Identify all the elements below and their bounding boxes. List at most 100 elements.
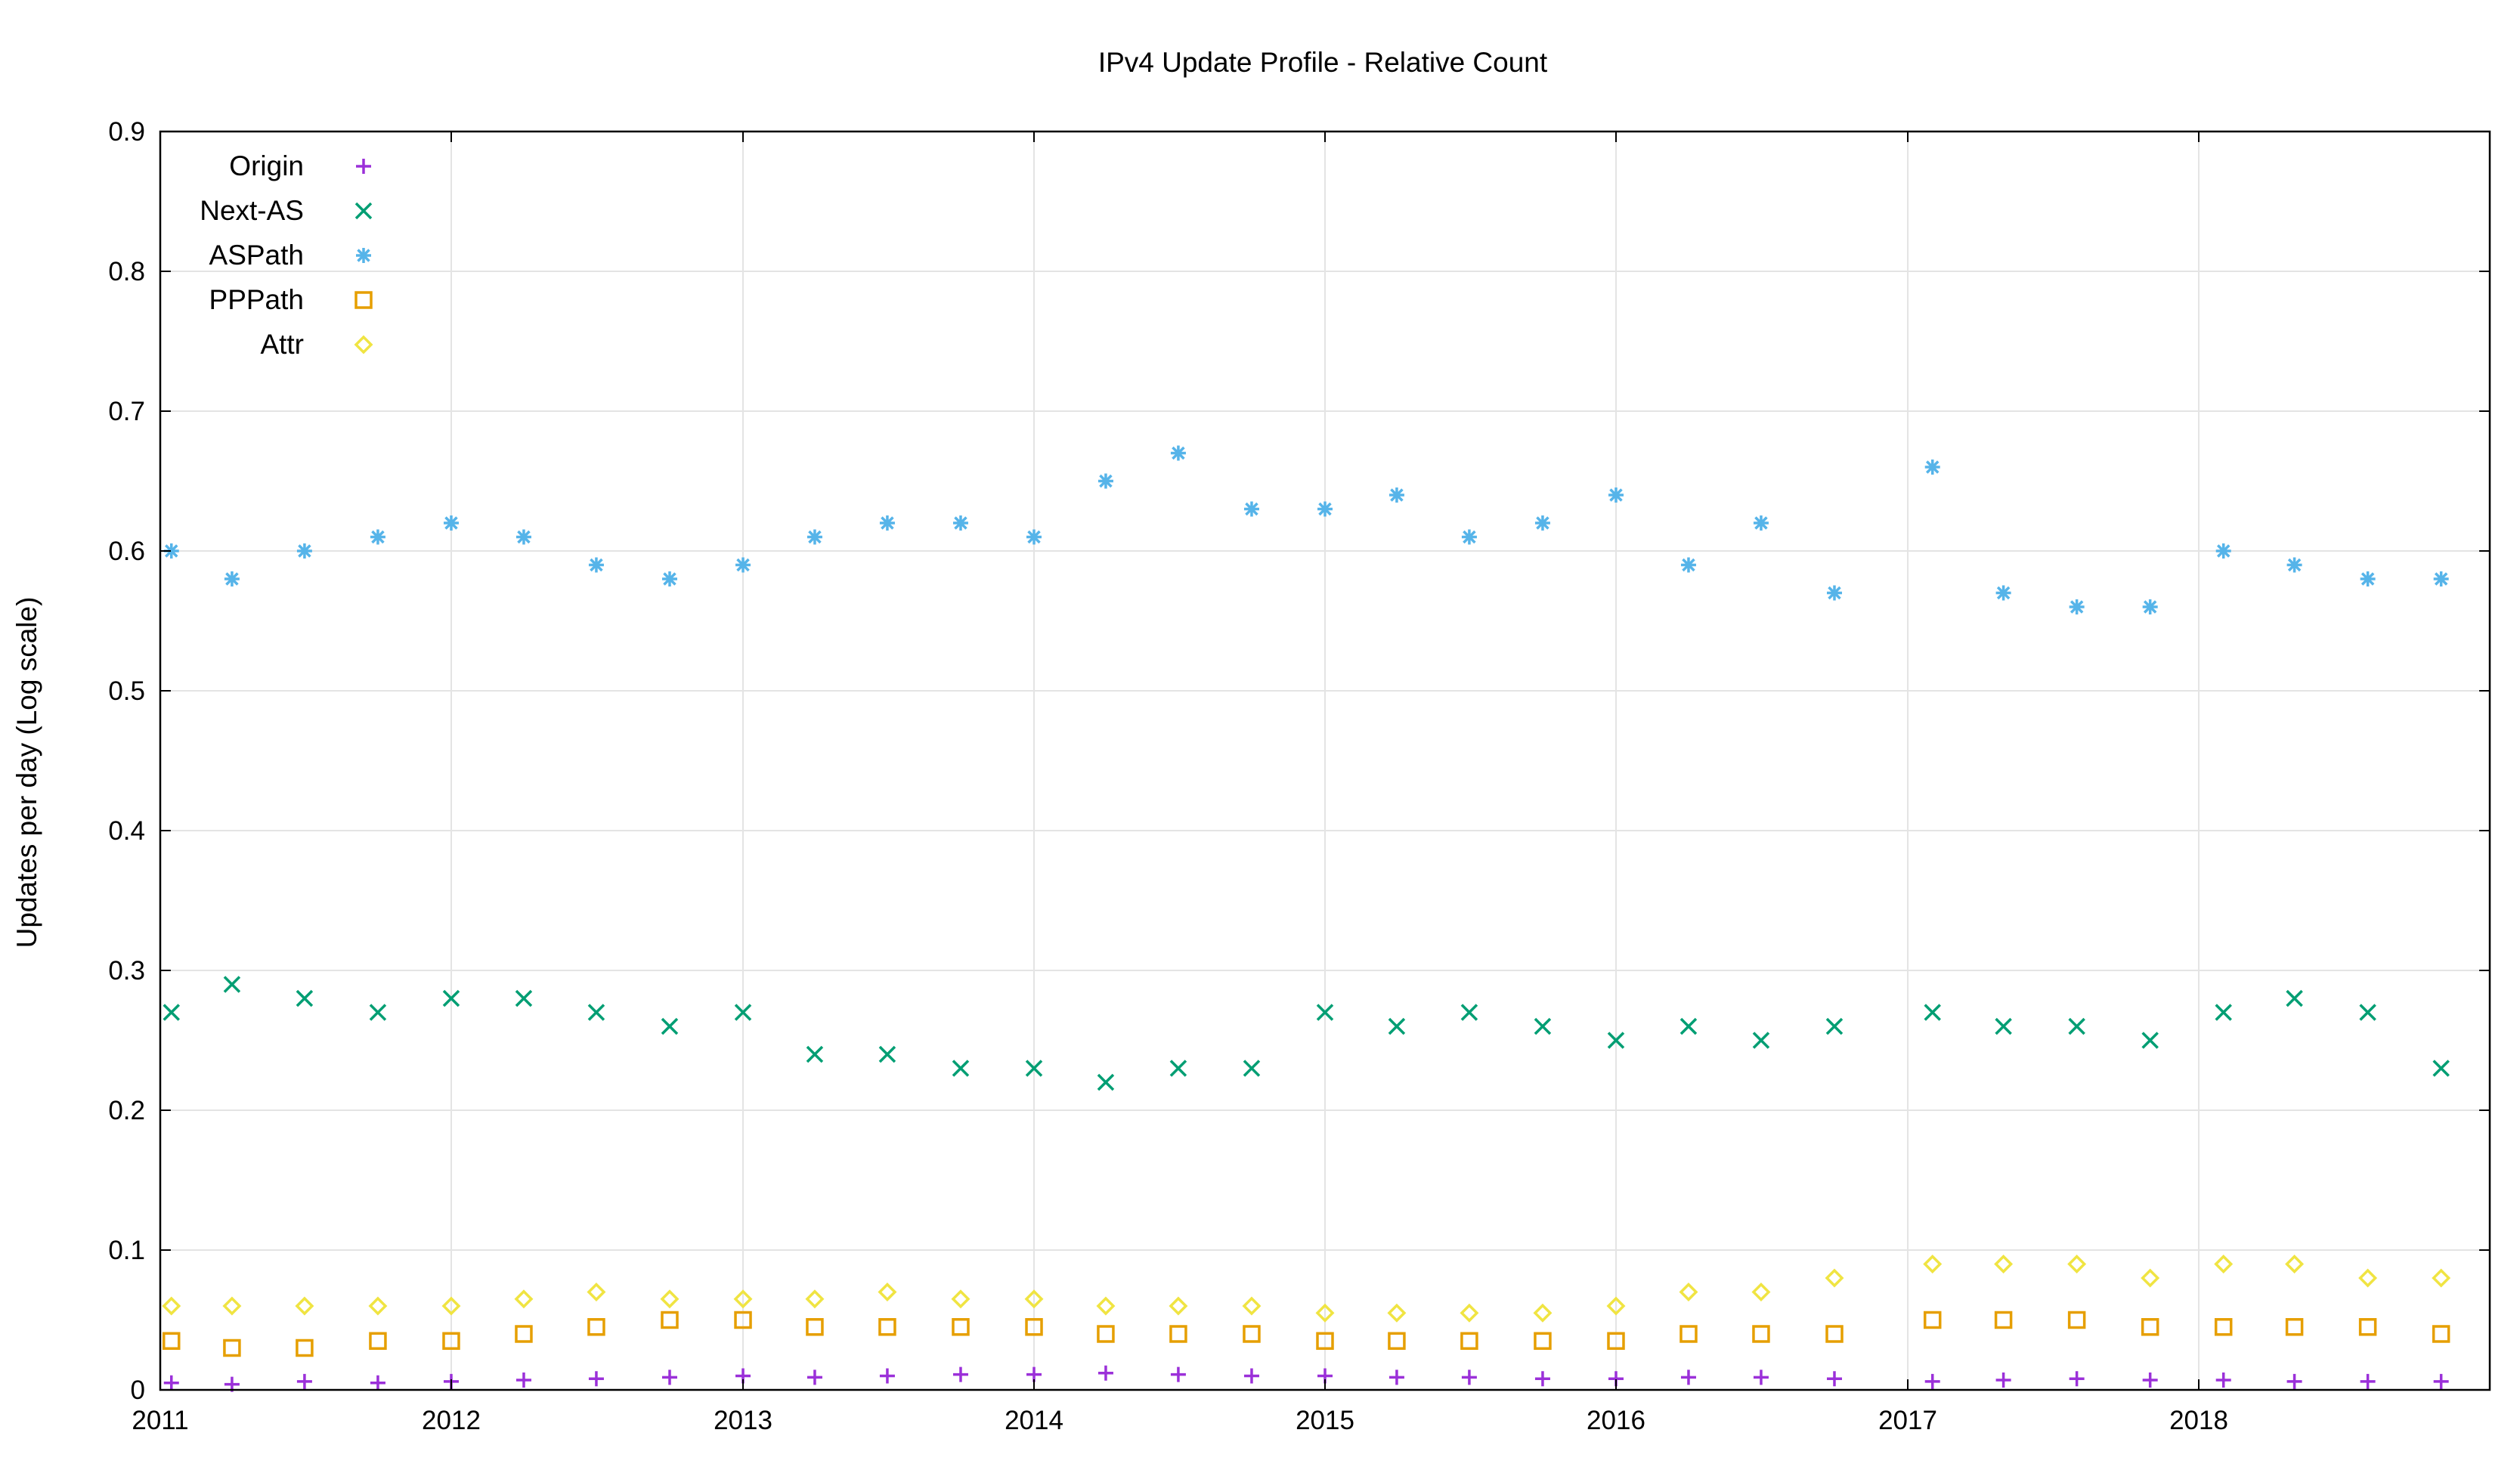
pppath-point: [223, 1338, 241, 1357]
series-aspath: [163, 445, 2449, 614]
y-tick-label: 0.5: [108, 676, 145, 706]
legend-label: ASPath: [209, 240, 304, 271]
aspath-point: [806, 529, 822, 545]
y-tick-label: 0.3: [108, 956, 145, 986]
attr-point: [162, 1296, 181, 1316]
pppath-point: [1923, 1311, 1942, 1329]
legend-marker: [354, 291, 373, 309]
origin-point: [1170, 1366, 1186, 1382]
gridlines: [160, 132, 2490, 1390]
attr-point: [951, 1289, 971, 1309]
aspath-point: [952, 515, 968, 531]
next-as-point: [1924, 1004, 1941, 1021]
aspath-point: [1995, 585, 2011, 601]
attr-point: [1242, 1296, 1262, 1316]
next-as-point: [1243, 1060, 1261, 1077]
legend-item: PPPath: [209, 284, 373, 315]
next-as-point: [1316, 1004, 1334, 1021]
pppath-point: [1243, 1325, 1261, 1343]
origin-point: [879, 1368, 895, 1384]
pppath-point: [442, 1332, 460, 1350]
aspath-point: [1753, 515, 1769, 531]
origin-point: [1680, 1369, 1696, 1385]
next-as-point: [1460, 1004, 1478, 1021]
aspath-point: [1097, 473, 1113, 489]
attr-point: [660, 1289, 680, 1309]
next-as-point: [1752, 1032, 1770, 1049]
attr-point: [1096, 1296, 1116, 1316]
aspath-point: [2069, 599, 2085, 614]
pppath-point: [1097, 1325, 1115, 1343]
attr-point: [878, 1283, 897, 1301]
x-tick-label: 2017: [1878, 1406, 1937, 1435]
pppath-point: [952, 1318, 970, 1336]
aspath-point: [1461, 529, 1477, 545]
attr-point: [222, 1296, 242, 1316]
origin-point: [296, 1373, 312, 1389]
origin-point: [952, 1366, 968, 1382]
origin-point: [1461, 1369, 1477, 1385]
origin-point: [2286, 1373, 2302, 1389]
next-as-point: [515, 989, 533, 1007]
origin-point: [1826, 1371, 1842, 1387]
aspath-point: [879, 515, 895, 531]
attr-point: [1533, 1303, 1553, 1323]
series-pppath: [163, 1311, 2450, 1357]
next-as-point: [442, 989, 460, 1007]
next-as-point: [2359, 1004, 2376, 1021]
aspath-point: [1680, 557, 1696, 573]
attr-point: [1923, 1255, 1943, 1273]
next-as-point: [369, 1004, 387, 1021]
x-tick-label: 2016: [1587, 1406, 1645, 1435]
aspath-point: [1317, 501, 1333, 517]
aspath-point: [2142, 599, 2158, 614]
attr-point: [805, 1289, 825, 1309]
aspath-point: [2433, 571, 2449, 586]
y-tick-label: 0.6: [108, 537, 145, 566]
next-as-point: [2215, 1004, 2232, 1021]
attr-point: [1606, 1296, 1626, 1316]
legend-marker: [354, 202, 373, 220]
attr-point: [2358, 1268, 2378, 1288]
next-as-point: [1679, 1017, 1698, 1035]
next-as-point: [163, 1004, 181, 1021]
pppath-point: [1388, 1332, 1406, 1350]
next-as-point: [952, 1060, 970, 1077]
origin-point: [370, 1375, 385, 1391]
pppath-point: [1534, 1332, 1552, 1350]
pppath-point: [2214, 1318, 2233, 1336]
legend-marker: [354, 335, 373, 354]
pppath-point: [2358, 1318, 2377, 1336]
origin-point: [661, 1369, 677, 1385]
next-as-point: [661, 1017, 679, 1035]
aspath-point: [735, 557, 751, 573]
pppath-point: [163, 1332, 181, 1350]
attr-point: [1994, 1255, 2014, 1273]
origin-point: [1243, 1368, 1259, 1384]
attr-point: [514, 1289, 534, 1309]
aspath-point: [515, 529, 531, 545]
aspath-point: [2360, 571, 2376, 586]
aspath-point: [1826, 585, 1842, 601]
next-as-point: [1607, 1032, 1625, 1049]
pppath-point: [2067, 1311, 2086, 1329]
legend-label: PPPath: [209, 284, 304, 315]
attr-point: [2141, 1268, 2160, 1288]
aspath-point: [296, 543, 312, 559]
y-tick-label: 0.7: [108, 397, 145, 426]
attr-point: [2432, 1268, 2451, 1288]
pppath-point: [1316, 1332, 1334, 1350]
pppath-point: [878, 1318, 896, 1336]
origin-point: [2433, 1373, 2449, 1389]
aspath-point: [1243, 501, 1259, 517]
pppath-point: [1994, 1311, 2013, 1329]
pppath-point: [1679, 1325, 1698, 1343]
next-as-point: [2068, 1017, 2085, 1035]
aspath-point: [2286, 557, 2302, 573]
y-tick-label: 0.2: [108, 1096, 145, 1125]
aspath-point: [370, 529, 385, 545]
y-tick-label: 0.1: [108, 1236, 145, 1265]
legend-marker: [356, 159, 371, 174]
x-tick-label: 2015: [1296, 1406, 1354, 1435]
pppath-point: [1460, 1332, 1478, 1350]
